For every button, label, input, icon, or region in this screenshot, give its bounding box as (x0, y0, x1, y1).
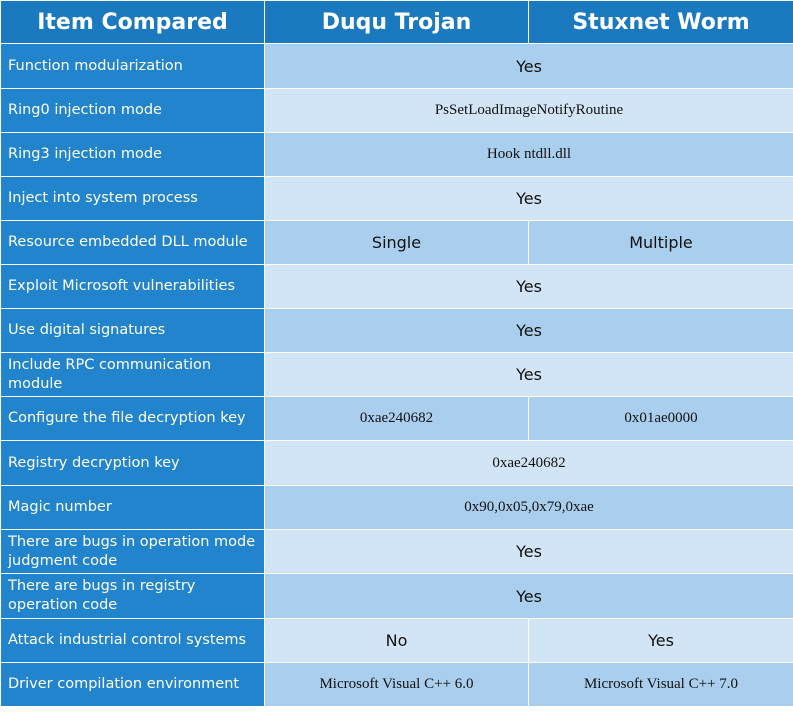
row-label: Ring3 injection mode (0, 132, 265, 177)
shared-value: Yes (264, 529, 793, 574)
header-duqu-trojan: Duqu Trojan (264, 0, 529, 44)
table-row: Function modularization Yes (0, 43, 793, 89)
row-label: Use digital signatures (0, 308, 265, 353)
table-row: There are bugs in registry operation cod… (0, 573, 793, 619)
row-label: Inject into system process (0, 176, 265, 221)
duqu-value: Microsoft Visual C++ 6.0 (264, 662, 529, 707)
shared-value: Yes (264, 573, 793, 619)
table-row: Registry decryption key 0xae240682 (0, 440, 793, 486)
row-label: Configure the file decryption key (0, 396, 265, 441)
row-label: Attack industrial control systems (0, 618, 265, 663)
stuxnet-value: Multiple (528, 220, 793, 265)
table-row: Resource embedded DLL module Single Mult… (0, 220, 793, 265)
shared-value: 0xae240682 (264, 440, 793, 486)
shared-value: 0x90,0x05,0x79,0xae (264, 485, 793, 530)
header-item-compared: Item Compared (0, 0, 265, 44)
shared-value: Yes (264, 264, 793, 309)
table-row: Magic number 0x90,0x05,0x79,0xae (0, 485, 793, 530)
table-row: Ring0 injection mode PsSetLoadImageNotif… (0, 88, 793, 133)
table-row: Include RPC communication module Yes (0, 352, 793, 397)
duqu-value: No (264, 618, 529, 663)
row-label: Driver compilation environment (0, 662, 265, 707)
duqu-value: Single (264, 220, 529, 265)
table-row: There are bugs in operation mode judgmen… (0, 529, 793, 574)
table-row: Attack industrial control systems No Yes (0, 618, 793, 663)
stuxnet-value: Microsoft Visual C++ 7.0 (528, 662, 793, 707)
stuxnet-value: Yes (528, 618, 793, 663)
table-row: Use digital signatures Yes (0, 308, 793, 353)
header-stuxnet-worm: Stuxnet Worm (528, 0, 793, 44)
header-row: Item Compared Duqu Trojan Stuxnet Worm (0, 0, 793, 44)
table-row: Ring3 injection mode Hook ntdll.dll (0, 132, 793, 177)
row-label: Include RPC communication module (0, 352, 265, 397)
duqu-value: 0xae240682 (264, 396, 529, 441)
row-label: There are bugs in operation mode judgmen… (0, 529, 265, 574)
shared-value: Yes (264, 308, 793, 353)
row-label: Registry decryption key (0, 440, 265, 486)
shared-value: PsSetLoadImageNotifyRoutine (264, 88, 793, 133)
shared-value: Yes (264, 352, 793, 397)
shared-value: Yes (264, 176, 793, 221)
table-row: Configure the file decryption key 0xae24… (0, 396, 793, 441)
row-label: Exploit Microsoft vulnerabilities (0, 264, 265, 309)
table-row: Inject into system process Yes (0, 176, 793, 221)
row-label: Magic number (0, 485, 265, 530)
row-label: Ring0 injection mode (0, 88, 265, 133)
table-row: Driver compilation environment Microsoft… (0, 662, 793, 707)
shared-value: Hook ntdll.dll (264, 132, 793, 177)
table-row: Exploit Microsoft vulnerabilities Yes (0, 264, 793, 309)
row-label: Function modularization (0, 43, 265, 89)
row-label: There are bugs in registry operation cod… (0, 573, 265, 619)
shared-value: Yes (264, 43, 793, 89)
stuxnet-value: 0x01ae0000 (528, 396, 793, 441)
row-label: Resource embedded DLL module (0, 220, 265, 265)
